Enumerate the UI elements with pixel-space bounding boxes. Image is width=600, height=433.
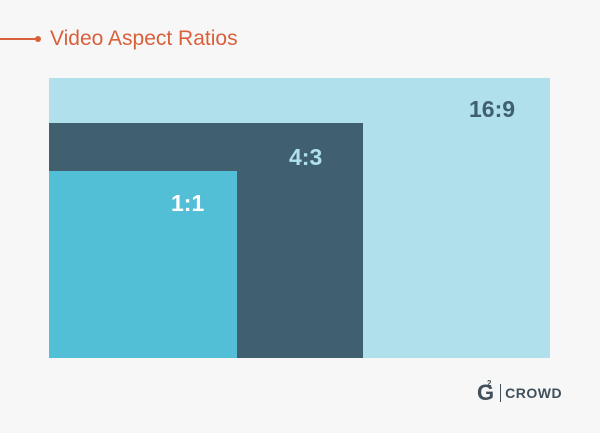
title-dot bbox=[35, 36, 41, 42]
page-title: Video Aspect Ratios bbox=[50, 27, 238, 50]
logo-text: CROWD bbox=[505, 385, 563, 401]
ratio-16-9-label: 16:9 bbox=[469, 96, 516, 122]
ratio-1-1-label: 1:1 bbox=[171, 190, 205, 216]
ratio-4-3-label: 4:3 bbox=[289, 144, 323, 170]
title-line bbox=[0, 38, 36, 40]
ratio-1-1-box bbox=[49, 171, 237, 358]
logo-divider bbox=[500, 384, 502, 402]
